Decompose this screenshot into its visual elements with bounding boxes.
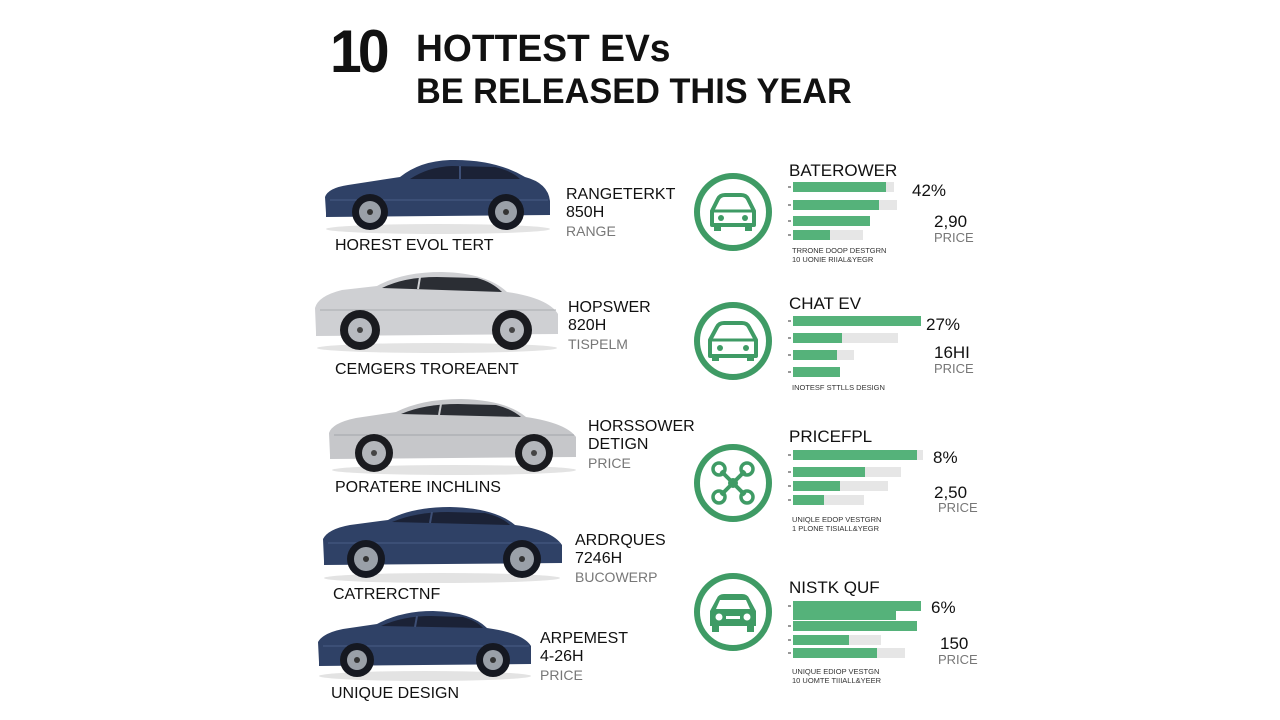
stat-1-bar-4: [793, 230, 830, 240]
stat-4-bar-1: [793, 601, 921, 611]
stat-3-bar-track-3: [793, 481, 888, 491]
car-front-icon: [694, 302, 772, 380]
car-1-spec: RANGETERKT 850H RANGE: [566, 186, 676, 239]
car-image-3: [329, 399, 576, 475]
car-1-caption: HOREST EVOL TERT: [335, 237, 494, 254]
car-image-1: [325, 159, 550, 234]
stat-4-bar-3: [793, 621, 917, 631]
stat-2-value: 16HI: [934, 343, 970, 362]
stat-3-tick: [788, 485, 791, 487]
stat-4-title: NISTK QUF: [789, 578, 880, 597]
stat-4-tick: [788, 605, 791, 607]
stat-2-title: CHAT EV: [789, 294, 862, 313]
stat-3-tick: [788, 454, 791, 456]
stat-4-tick: [788, 652, 791, 654]
car-2-caption: CEMGERS TROREAENT: [335, 361, 519, 378]
stat-4-tick: [788, 625, 791, 627]
stat-2-unit: PRICE: [934, 361, 974, 376]
car-3-caption: PORATERE INCHLINS: [335, 479, 501, 496]
stat-2-bar-3: [793, 350, 837, 360]
stat-3-unit: PRICE: [938, 500, 978, 515]
stat-2-tick: [788, 337, 791, 339]
car-3-spec: HORSSOWER DETIGN PRICE: [588, 418, 695, 471]
car-4-caption: CATRERCTNF: [333, 586, 441, 603]
stat-3-footer: UNIQLE EDOP VESTGRN 1 PLONE TISIALL&YEGR: [792, 515, 882, 533]
stat-3-bar-3: [793, 481, 840, 491]
stat-1-value: 2,90: [934, 212, 968, 231]
stat-1-tick: [788, 204, 791, 206]
stat-2-bar-1: [793, 316, 921, 326]
stat-4-tick: [788, 639, 791, 641]
stat-2-tick: [788, 371, 791, 373]
stat-2-bar-4: [793, 367, 840, 377]
car-image-2: [315, 272, 558, 353]
stat-3-bar-2: [793, 467, 865, 477]
stat-1-tick: [788, 220, 791, 222]
stat-1-unit: PRICE: [934, 230, 974, 245]
car-5-caption: UNIQUE DESIGN: [331, 685, 460, 702]
stat-1-footer: TRRONE DOOP DESTGRN 10 UONIE RIIAL&YEGR: [792, 246, 887, 264]
stat-4-footer: UNIQUE EDIOP VESTGN 10 UOMTE TIIIALL&YEER: [792, 667, 882, 685]
title-number: 10: [330, 18, 390, 85]
stat-2-tick: [788, 320, 791, 322]
stat-3-bar-1: [793, 450, 917, 460]
network-icon: [694, 444, 772, 522]
car-4-spec: ARDRQUES 7246H BUCOWERP: [575, 532, 666, 585]
stat-2-tick: [788, 354, 791, 356]
title-line-2: BE RELEASED THIS YEAR: [416, 72, 852, 111]
car-front-icon: [694, 173, 772, 251]
car-2-spec: HOPSWER 820H TISPELM: [568, 299, 651, 352]
stat-3-percent: 8%: [933, 448, 958, 467]
stat-2-bar-track-2: [793, 333, 898, 343]
stat-4-bar-2: [793, 610, 896, 620]
stat-3-value: 2,50: [934, 483, 968, 502]
car-5-spec: ARPEMEST 4-26H PRICE: [540, 630, 629, 683]
stat-4-bar-5: [793, 648, 877, 658]
stat-1-tick: [788, 234, 791, 236]
stat-2-bar-2: [793, 333, 842, 343]
stat-1-bar-1: [793, 182, 886, 192]
stat-1-bar-2: [793, 200, 879, 210]
stat-2-footer: INOTESF STTLLS DESIGN: [792, 383, 885, 392]
car-front-icon: [694, 573, 772, 651]
stat-4-bar-4: [793, 635, 849, 645]
stat-3-bar-track-4: [793, 495, 864, 505]
stat-3-tick: [788, 499, 791, 501]
stat-3-bar-4: [793, 495, 824, 505]
stat-2-percent: 27%: [926, 315, 961, 334]
title-line-1: HOTTEST EVs: [416, 28, 671, 70]
stat-1-title: BATEROWER: [789, 161, 898, 180]
stat-1-percent: 42%: [912, 181, 947, 200]
stat-1-tick: [788, 186, 791, 188]
car-image-5: [318, 611, 531, 681]
stat-4-value: 150: [940, 634, 969, 653]
stat-3-title: PRICEFPL: [789, 427, 873, 446]
car-image-4: [323, 507, 562, 583]
stat-4-unit: PRICE: [938, 652, 978, 667]
stat-3-tick: [788, 471, 791, 473]
stat-1-bar-3: [793, 216, 870, 226]
stat-4-percent: 6%: [931, 598, 956, 617]
